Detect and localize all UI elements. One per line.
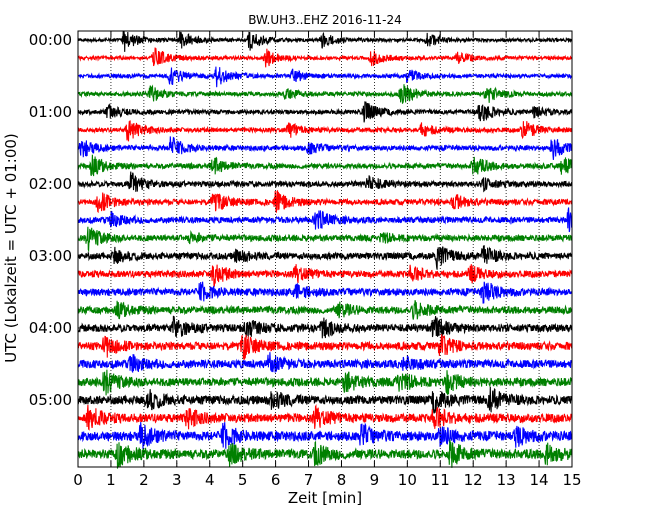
trace-0200 <box>77 171 573 193</box>
x-tick-label: 8 <box>337 471 347 489</box>
plot-frame <box>77 30 573 468</box>
x-tick-label: 0 <box>73 471 83 489</box>
chart-title: BW.UH3..EHZ 2016-11-24 <box>248 13 402 27</box>
trace-0330 <box>77 281 573 304</box>
trace-0030 <box>77 66 573 88</box>
x-tick-label: 4 <box>205 471 215 489</box>
traces-layer <box>77 31 573 469</box>
x-tick-label: 11 <box>431 471 450 489</box>
y-tick-label: 01:00 <box>29 103 72 121</box>
y-tick-label: 00:00 <box>29 31 72 49</box>
trace-0145 <box>77 154 573 177</box>
ticks-layer: 0 1 2 3 4 5 6 7 8 9 10 11 12 13 14 1500:0001:0002:0003:… <box>29 31 582 489</box>
x-tick-label: 15 <box>562 471 581 489</box>
x-tick-label: 1 <box>106 471 116 489</box>
trace-0415 <box>77 334 573 361</box>
x-tick-label: 14 <box>530 471 549 489</box>
trace-0015 <box>77 47 573 68</box>
trace-0430 <box>77 352 573 373</box>
trace-0215 <box>77 189 573 214</box>
x-tick-label: 9 <box>370 471 380 489</box>
x-tick-label: 6 <box>271 471 281 489</box>
trace-0045 <box>77 84 573 105</box>
grid-layer <box>110 31 540 467</box>
trace-0445 <box>77 369 573 396</box>
trace-0400 <box>77 315 573 339</box>
x-tick-label: 3 <box>172 471 182 489</box>
trace-0315 <box>77 264 573 288</box>
trace-0245 <box>77 226 573 253</box>
trace-0530 <box>77 422 573 450</box>
x-tick-label: 7 <box>304 471 314 489</box>
trace-0545 <box>77 439 573 469</box>
trace-0130 <box>77 136 573 160</box>
y-axis-label: UTC (Lokalzeit = UTC + 01:00) <box>2 133 20 363</box>
trace-0515 <box>77 404 573 431</box>
trace-0000 <box>77 31 573 52</box>
y-tick-label: 05:00 <box>29 391 72 409</box>
trace-0100 <box>77 101 573 123</box>
x-tick-label: 12 <box>464 471 483 489</box>
trace-0115 <box>77 120 573 142</box>
x-axis-label: Zeit [min] <box>288 489 362 507</box>
trace-0300 <box>77 245 573 270</box>
y-tick-label: 03:00 <box>29 247 72 265</box>
x-tick-label: 5 <box>238 471 248 489</box>
y-tick-label: 04:00 <box>29 319 72 337</box>
x-tick-label: 2 <box>139 471 149 489</box>
trace-0500 <box>77 386 573 414</box>
x-tick-label: 10 <box>398 471 417 489</box>
trace-0345 <box>77 300 573 320</box>
x-tick-label: 13 <box>497 471 516 489</box>
y-tick-label: 02:00 <box>29 175 72 193</box>
trace-0230 <box>77 207 573 233</box>
